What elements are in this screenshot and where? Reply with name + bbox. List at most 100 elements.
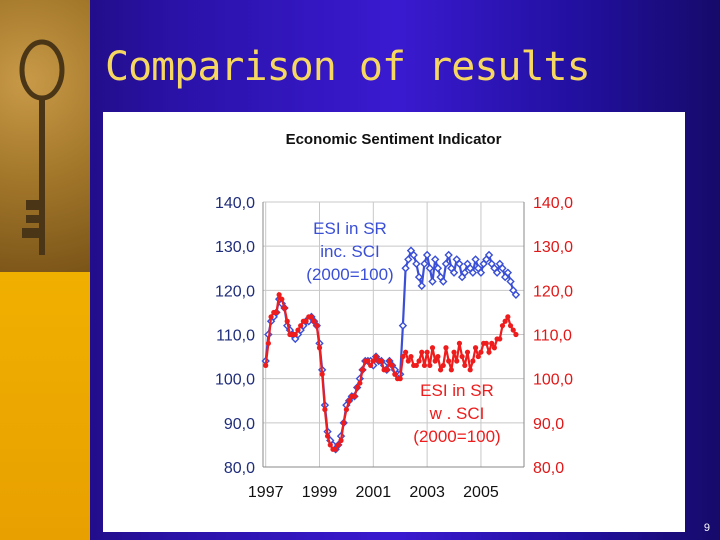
series-2-point: [268, 314, 274, 320]
slide-title: Comparison of results: [105, 44, 591, 90]
annotation-1-line: ESI in SR: [313, 219, 387, 238]
series-2-point: [354, 384, 360, 391]
y-tick-label-right: 130,0: [533, 239, 573, 256]
series-2-point: [378, 358, 384, 364]
esi-line-chart: Economic Sentiment Indicator 80,0 80,0 90,0…: [215, 131, 573, 501]
series-2-point: [341, 420, 347, 426]
chart-title: Economic Sentiment Indicator: [286, 131, 502, 148]
series-2-point: [397, 376, 403, 382]
series-2-point: [486, 349, 492, 355]
series-2-point: [392, 371, 398, 377]
series-1-point: [471, 255, 480, 264]
y-tick-label-left: 130,0: [215, 239, 255, 256]
series-2-point: [346, 398, 352, 404]
series-2-point: [324, 433, 331, 439]
x-tick-label: 1997: [248, 484, 284, 501]
series-2-point: [467, 367, 473, 373]
series-2-point: [292, 331, 298, 338]
series-2-point: [427, 362, 433, 369]
series-2-point: [405, 358, 411, 364]
series-2-point: [368, 362, 374, 369]
y-tick-label-right: 100,0: [533, 372, 573, 389]
series-2-point: [338, 437, 344, 444]
series-2-point: [505, 314, 511, 320]
series-2-point: [472, 345, 479, 351]
y-tick-label-left: 110,0: [216, 328, 255, 345]
y-tick-label-left: 100,0: [215, 372, 255, 389]
y-tick-label-right: 120,0: [533, 283, 573, 300]
left-decorative-bar: [0, 0, 90, 540]
series-2-point: [421, 362, 428, 369]
series-2-point: [464, 349, 471, 355]
series-2-point: [413, 362, 419, 369]
annotation-1-line: inc. SCI: [320, 242, 380, 261]
antique-key-icon: [19, 39, 65, 255]
series-1-point: [468, 268, 478, 277]
series-2-point: [408, 353, 414, 360]
series-1-point: [425, 264, 435, 273]
series-1-point: [417, 281, 426, 291]
series-1-point: [441, 259, 451, 269]
series-2-point: [273, 309, 280, 316]
series-2-point: [497, 336, 503, 342]
x-tick-label: 2003: [409, 484, 445, 501]
annotation-2-line: w . SCI: [429, 404, 485, 423]
series-2-point: [370, 358, 376, 364]
series-2-point: [386, 358, 393, 364]
series-1-point: [484, 250, 494, 260]
series-1-point: [414, 272, 424, 282]
chart-panel: Economic Sentiment Indicator 80,0 80,0 90,0…: [103, 112, 685, 532]
series-2-point: [384, 367, 390, 373]
series-2-point: [335, 442, 341, 448]
series-2-point: [454, 358, 460, 364]
series-2-point: [429, 345, 436, 351]
series-2-point: [432, 358, 438, 364]
series-2-point: [507, 323, 514, 329]
series-1-point: [449, 268, 459, 277]
series-1-point: [422, 250, 432, 260]
series-1-point: [439, 277, 448, 286]
series-2-point: [303, 318, 309, 324]
series-2-point: [462, 362, 468, 369]
series-2-point: [279, 296, 285, 302]
annotation-1-line: (2000=100): [306, 265, 393, 284]
series-1-point: [401, 264, 410, 273]
series-2-point: [295, 327, 301, 333]
series-2-point: [448, 367, 454, 373]
y-tick-label-left: 140,0: [215, 195, 255, 212]
series-2-point: [470, 358, 476, 364]
series-1-point: [404, 255, 413, 264]
series-2-point: [284, 318, 290, 324]
series-2-point: [263, 362, 269, 369]
series-2-point: [437, 367, 444, 373]
series-2-point: [489, 340, 495, 346]
annotation-2-line: (2000=100): [413, 427, 500, 446]
series-1-point: [409, 250, 418, 260]
series-2-point: [403, 349, 409, 355]
series-1-point: [428, 277, 437, 286]
y-tick-label-left: 120,0: [215, 283, 255, 300]
y-tick-label-right: 110,0: [533, 328, 572, 345]
series-2-point: [365, 358, 371, 364]
key-photo-image: [0, 0, 90, 272]
series-2-point: [311, 318, 317, 324]
annotation-2-line: ESI in SR: [420, 381, 494, 400]
series-1-point: [431, 255, 440, 264]
series-2-point: [475, 353, 481, 360]
series-2-point: [265, 340, 271, 346]
series-2-point: [327, 442, 333, 448]
series-2-point: [400, 353, 406, 360]
series-2-point: [316, 345, 323, 351]
y-tick-label-left: 90,0: [224, 416, 255, 433]
series-2-point: [281, 305, 288, 311]
series-2-point: [443, 345, 449, 351]
series-1-point: [492, 268, 502, 277]
series-2-point: [483, 340, 489, 346]
x-tick-label: 2005: [463, 484, 499, 501]
y-tick-label-left: 80,0: [224, 460, 255, 477]
series-1-point: [398, 321, 408, 330]
series-2-point: [451, 349, 457, 355]
series-2-point: [298, 323, 304, 329]
series-1-point: [433, 264, 443, 273]
series-2-point: [322, 406, 328, 413]
